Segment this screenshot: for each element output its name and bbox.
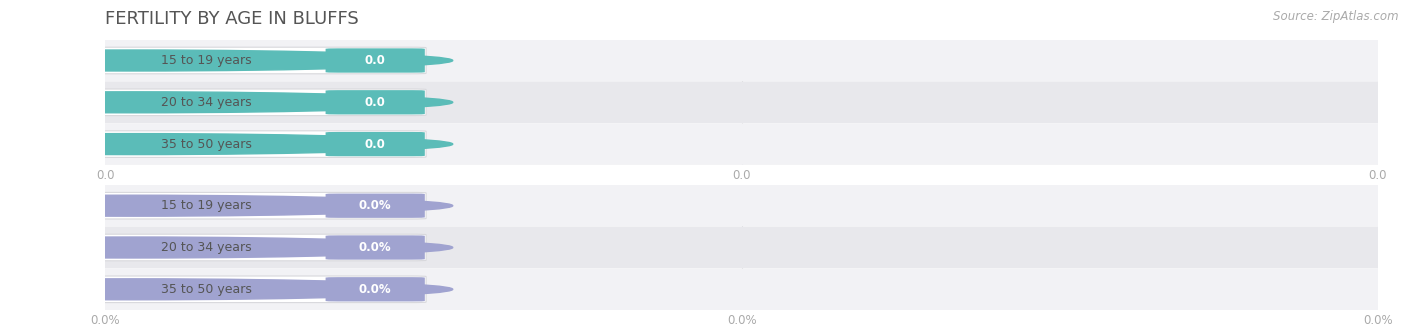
FancyBboxPatch shape [89, 227, 1395, 268]
Text: 0.0%: 0.0% [359, 241, 391, 254]
Text: 20 to 34 years: 20 to 34 years [162, 241, 252, 254]
Circle shape [0, 237, 453, 258]
Text: 35 to 50 years: 35 to 50 years [162, 283, 252, 296]
Text: 0.0: 0.0 [364, 138, 385, 150]
FancyBboxPatch shape [326, 277, 425, 302]
Circle shape [0, 92, 453, 113]
Text: 15 to 19 years: 15 to 19 years [162, 54, 252, 67]
FancyBboxPatch shape [96, 192, 426, 219]
Circle shape [0, 50, 453, 71]
Text: FERTILITY BY AGE IN BLUFFS: FERTILITY BY AGE IN BLUFFS [105, 10, 359, 28]
FancyBboxPatch shape [89, 185, 1395, 226]
Text: 15 to 19 years: 15 to 19 years [162, 199, 252, 212]
FancyBboxPatch shape [96, 234, 426, 261]
Text: 0.0%: 0.0% [359, 283, 391, 296]
FancyBboxPatch shape [96, 131, 426, 157]
FancyBboxPatch shape [326, 90, 425, 115]
Text: 20 to 34 years: 20 to 34 years [162, 96, 252, 109]
FancyBboxPatch shape [89, 82, 1395, 123]
FancyBboxPatch shape [326, 235, 425, 260]
Text: 0.0: 0.0 [364, 54, 385, 67]
Text: 0.0%: 0.0% [359, 199, 391, 212]
FancyBboxPatch shape [96, 89, 426, 116]
Circle shape [0, 279, 453, 300]
FancyBboxPatch shape [96, 276, 426, 303]
Text: Source: ZipAtlas.com: Source: ZipAtlas.com [1274, 10, 1399, 23]
Text: 35 to 50 years: 35 to 50 years [162, 138, 252, 150]
Circle shape [0, 134, 453, 154]
FancyBboxPatch shape [89, 40, 1395, 81]
Text: 0.0: 0.0 [364, 96, 385, 109]
Circle shape [0, 195, 453, 216]
FancyBboxPatch shape [326, 48, 425, 73]
FancyBboxPatch shape [326, 193, 425, 218]
FancyBboxPatch shape [89, 123, 1395, 165]
FancyBboxPatch shape [326, 132, 425, 156]
FancyBboxPatch shape [89, 269, 1395, 310]
FancyBboxPatch shape [96, 47, 426, 74]
